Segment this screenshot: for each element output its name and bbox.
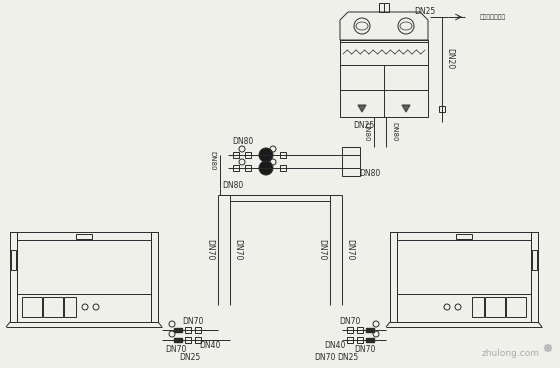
- Text: DN70: DN70: [339, 318, 361, 326]
- Bar: [233, 165, 239, 171]
- Bar: [532, 250, 537, 270]
- Text: DN70: DN70: [165, 346, 186, 354]
- Bar: [245, 165, 251, 171]
- Text: DN70: DN70: [346, 239, 354, 261]
- Bar: [472, 297, 484, 317]
- Text: DN70: DN70: [206, 239, 214, 261]
- Bar: [245, 152, 251, 158]
- Bar: [11, 250, 16, 270]
- Bar: [347, 327, 353, 333]
- Text: DN70: DN70: [354, 346, 376, 354]
- Bar: [10, 232, 17, 322]
- Bar: [195, 337, 201, 343]
- Text: 接自来水供水器: 接自来水供水器: [480, 14, 506, 20]
- Bar: [280, 152, 286, 158]
- Polygon shape: [366, 338, 374, 342]
- Bar: [390, 232, 397, 322]
- Bar: [347, 337, 353, 343]
- Polygon shape: [402, 105, 410, 112]
- Polygon shape: [174, 328, 182, 332]
- Bar: [64, 297, 76, 317]
- Text: DN70: DN70: [318, 239, 326, 261]
- Polygon shape: [366, 328, 374, 332]
- Text: DN20: DN20: [446, 48, 455, 70]
- Text: DN70: DN70: [234, 239, 242, 261]
- Text: DN70: DN70: [314, 354, 335, 362]
- Text: DN25: DN25: [179, 354, 200, 362]
- Text: DN80: DN80: [209, 151, 215, 171]
- Bar: [185, 337, 191, 343]
- Bar: [357, 337, 363, 343]
- Bar: [151, 232, 158, 322]
- Bar: [531, 232, 538, 322]
- Text: DN80: DN80: [360, 169, 381, 177]
- Bar: [280, 165, 286, 171]
- Bar: [195, 327, 201, 333]
- Bar: [185, 327, 191, 333]
- Text: zhulong.com: zhulong.com: [482, 349, 540, 358]
- Bar: [379, 3, 389, 12]
- Bar: [22, 297, 42, 317]
- Text: DN80: DN80: [363, 122, 369, 142]
- Circle shape: [259, 161, 273, 175]
- Bar: [357, 327, 363, 333]
- Polygon shape: [358, 105, 366, 112]
- Bar: [506, 297, 526, 317]
- Text: DN40: DN40: [324, 342, 346, 350]
- Bar: [340, 40, 428, 117]
- Bar: [390, 232, 538, 322]
- Bar: [76, 234, 92, 239]
- Circle shape: [259, 148, 273, 162]
- Text: DN25: DN25: [353, 120, 375, 130]
- Bar: [485, 297, 505, 317]
- Bar: [10, 232, 158, 322]
- Text: DN80: DN80: [391, 122, 397, 142]
- Text: DN40: DN40: [199, 342, 221, 350]
- Text: DN80: DN80: [222, 181, 243, 191]
- Bar: [342, 147, 360, 176]
- Text: DN70: DN70: [183, 318, 204, 326]
- Text: DN25: DN25: [414, 7, 436, 17]
- Bar: [43, 297, 63, 317]
- Bar: [233, 152, 239, 158]
- Bar: [456, 234, 472, 239]
- Bar: [439, 106, 445, 112]
- Text: DN80: DN80: [232, 137, 254, 145]
- Polygon shape: [174, 338, 182, 342]
- Text: DN25: DN25: [337, 354, 358, 362]
